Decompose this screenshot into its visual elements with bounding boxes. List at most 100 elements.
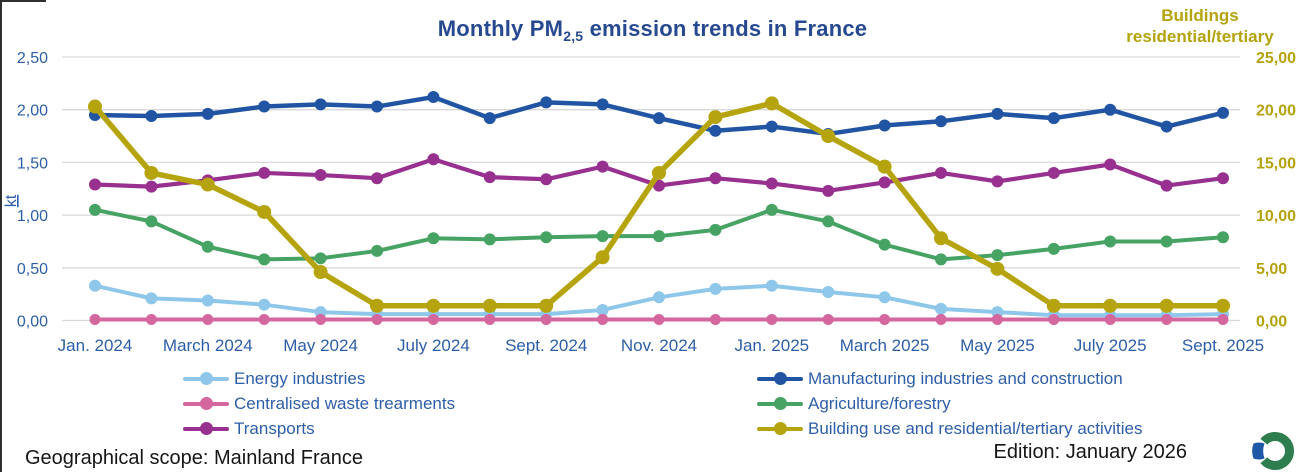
data-point-marker [991,249,1004,262]
data-point-marker [709,172,722,185]
data-point-marker [314,98,327,111]
data-point-marker [1160,120,1173,133]
data-point-marker [258,253,271,266]
data-point-marker [201,294,214,307]
x-tick-label: March 2025 [840,336,930,355]
data-point-marker [89,178,101,191]
data-point-marker [822,286,835,299]
geographical-scope-note: Geographical scope: Mainland France [25,447,363,469]
data-point-marker [1104,103,1117,116]
left-tick-label: 1,00 [17,208,48,225]
chart-title: Monthly PM2,5 emission trends in France [437,16,868,44]
data-point-marker [200,177,215,192]
data-point-marker [427,313,439,325]
data-point-marker [89,313,101,325]
legend-item-centralised-waste-treatments: Centralised waste trearments [183,391,455,416]
data-point-marker [1103,298,1118,313]
data-point-marker [1217,231,1229,244]
emissions-line-chart: 0,00 0,50 1,00 1,50 2,00 2,50 0,00 5,00 10,00 15,… [3,50,1296,355]
window-edge-line-top [0,0,46,2]
data-point-marker [822,215,835,228]
data-point-marker [484,313,496,325]
right-axis-tick-labels: 0,00 5,00 10,00 15,00 20,00 25,00 [1256,50,1296,331]
x-tick-label: Jan. 2024 [58,336,133,355]
legend-marker-transports [183,422,229,435]
data-point-marker [596,160,609,173]
data-point-marker [145,215,158,228]
data-point-marker [145,180,158,193]
data-point-marker [765,279,778,292]
data-point-marker [1216,298,1230,313]
data-point-marker [652,165,666,180]
right-tick-label: 25,00 [1256,50,1296,67]
legend-label: Manufacturing industries and constructio… [808,368,1123,388]
data-point-marker [1161,313,1173,325]
data-point-marker [201,107,214,120]
data-point-marker [878,238,891,251]
right-tick-label: 0,00 [1256,314,1287,331]
data-point-marker [766,313,778,325]
data-point-marker [540,96,553,109]
data-point-marker [483,171,496,184]
data-point-marker [202,313,214,325]
legend-item-transports: Transports [183,416,455,441]
data-point-marker [426,298,441,313]
data-point-marker [1160,235,1173,248]
data-point-marker [596,303,609,316]
x-tick-label: May 2025 [960,336,1035,355]
data-point-marker [370,298,384,313]
data-point-marker [145,110,158,123]
x-axis-tick-labels: Jan. 2024 March 2024 May 2024 July 2024 Sept… [58,336,1264,355]
data-point-marker [540,313,552,325]
x-tick-label: Nov. 2024 [621,336,697,355]
data-point-marker [709,282,722,295]
data-point-marker [144,165,159,180]
left-axis-title: kt [3,194,20,207]
data-point-marker [653,179,665,192]
left-tick-label: 0,00 [17,314,48,331]
data-point-marker [427,232,440,245]
right-tick-label: 10,00 [1256,208,1296,225]
left-tick-label: 2,00 [17,103,48,120]
x-tick-label: Jan. 2025 [734,336,809,355]
series-building-use-and-residential-tertiary-activities [88,96,1230,313]
data-point-marker [1047,112,1060,125]
data-point-marker [1159,298,1174,313]
data-point-marker [653,313,665,325]
data-point-marker [595,250,610,265]
data-point-marker [653,230,665,243]
data-point-marker [1104,158,1117,171]
data-point-marker [878,291,891,304]
right-tick-label: 15,00 [1256,155,1296,172]
data-point-marker [597,313,609,325]
legend-marker-agriculture-forestry [757,397,803,410]
data-point-marker [258,166,271,179]
edition-note: Edition: January 2026 [993,441,1187,463]
data-point-marker [89,203,101,216]
x-tick-label: July 2024 [397,336,470,355]
right-axis-title: Buildings residential/tertiary [1105,5,1295,47]
legend-marker-energy-industries [183,372,229,385]
right-tick-label: 5,00 [1256,261,1287,278]
legend-column-right: Manufacturing industries and constructio… [757,366,1143,441]
data-point-marker [258,100,271,113]
series-agriculture-forestry [89,203,1229,266]
data-point-marker [653,291,665,304]
legend-column-left: Energy industries Centralised waste trea… [183,366,455,441]
legend-item-building-use: Building use and residential/tertiary ac… [757,416,1143,441]
data-point-marker [427,153,440,166]
legend-label: Energy industries [234,368,366,388]
data-point-marker [1217,313,1229,325]
legend-marker-manufacturing [757,372,803,385]
data-point-marker [313,265,328,280]
x-tick-label: Sept. 2025 [1182,336,1264,355]
legend-label: Centralised waste trearments [234,393,456,413]
left-tick-label: 2,50 [17,50,48,67]
data-point-marker [145,313,157,325]
series-manufacturing-industries-and-construction [89,91,1229,140]
data-point-marker [1048,313,1060,325]
x-tick-label: March 2024 [163,336,253,355]
window-edge-line-left [0,0,2,472]
data-point-marker [709,124,722,137]
data-point-marker [991,175,1004,188]
